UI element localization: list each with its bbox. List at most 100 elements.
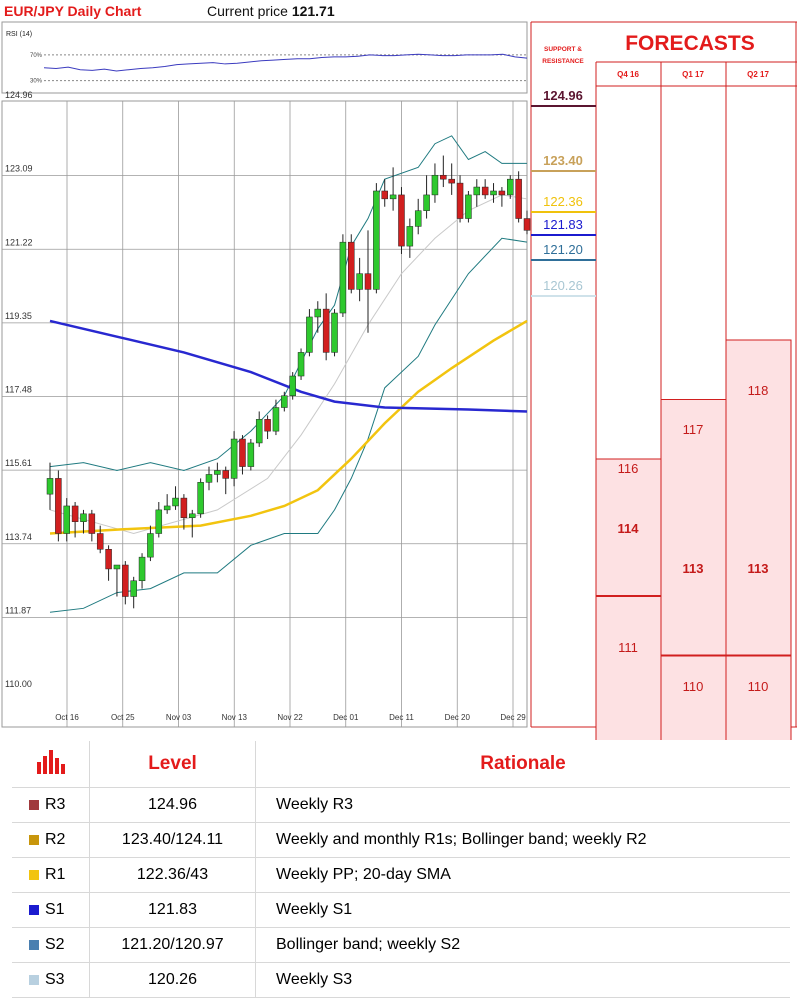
y-tick-label: 110.00 (5, 679, 32, 689)
candle-down (348, 241, 355, 290)
level-color-swatch (29, 870, 39, 880)
x-tick-label: Dec 11 (389, 713, 414, 722)
level-column-header: Level (89, 741, 256, 788)
bollinger-lower-line (49, 237, 528, 613)
sr-value-r2: 123.40 (543, 153, 583, 168)
price-chart: 70% 30% RSI (14) 124.96 123.09 121.22 119.35 11… (1, 21, 797, 740)
candle-up (507, 178, 514, 196)
x-tick-label: Nov 13 (222, 713, 248, 722)
forecast-range-box (660, 399, 727, 740)
candle-up (155, 509, 163, 534)
candle-up (314, 308, 322, 318)
y-tick-label: 123.09 (5, 164, 33, 174)
candle-up (306, 316, 313, 353)
candle-up (230, 438, 238, 479)
level-name-cell: R2 (12, 822, 90, 858)
candle-up (138, 556, 146, 582)
candle-up (197, 482, 204, 515)
current-price-value: 121.71 (291, 3, 335, 19)
table-header-row: Level Rationale (12, 741, 790, 788)
table-row: R3 124.96 Weekly R3 (12, 787, 790, 823)
rsi-label: RSI (14) (6, 31, 32, 38)
x-tick-label: Dec 29 (500, 713, 526, 722)
sma50-line (49, 319, 528, 535)
candle-up (46, 478, 54, 495)
forecast-q4-mid: 114 (617, 521, 639, 536)
support-resistance-header: SUPPORT & RESISTANCE (542, 46, 584, 65)
candle-up (130, 580, 137, 597)
level-color-swatch (29, 975, 39, 985)
level-value-cell: 121.20/120.97 (89, 927, 256, 963)
candle-up (389, 194, 397, 200)
table-row: R1 122.36/43 Weekly PP; 20-day SMA (12, 857, 790, 893)
candle-down (381, 190, 388, 200)
forecasts-title: FORECASTS (625, 32, 755, 55)
sr-value-r1: 122.36 (543, 194, 583, 209)
table-row: R2 123.40/124.11 Weekly and monthly R1s; B… (12, 822, 790, 858)
rationale-cell: Weekly S3 (255, 962, 790, 998)
chart-title: EUR/JPY Daily Chart (4, 3, 142, 19)
forecast-q1-mid: 113 (682, 561, 704, 576)
candle-down (398, 194, 405, 247)
candle-up (272, 407, 280, 432)
current-price-label: Current price (207, 3, 288, 19)
y-tick-label: 111.87 (5, 605, 31, 615)
candle-up (490, 190, 497, 196)
candle-down (440, 174, 447, 180)
candle-down (448, 178, 455, 184)
candle-down (71, 505, 79, 522)
candle-up (172, 497, 179, 507)
sma200-line (49, 319, 528, 413)
candle-up (373, 190, 380, 290)
rationale-cell: Weekly and monthly R1s; Bollinger band; … (255, 822, 790, 858)
candle-down (498, 190, 506, 196)
candle-down (88, 513, 96, 534)
forecast-q4-low: 111 (618, 640, 638, 655)
candle-down (322, 308, 330, 353)
rationale-cell: Weekly S1 (255, 892, 790, 928)
rsi-level-label: 30% (30, 79, 43, 85)
x-tick-label: Nov 22 (277, 713, 303, 722)
candle-down (239, 438, 246, 467)
candle-down (96, 533, 104, 550)
level-value-cell: 121.83 (89, 892, 256, 928)
rsi-frame (1, 21, 528, 94)
table-row: S1 121.83 Weekly S1 (12, 892, 790, 928)
candle-down (364, 273, 372, 290)
candle-up (255, 419, 263, 444)
table-row: S2 121.20/120.97 Bollinger band; weekly S2 (12, 927, 790, 963)
x-tick-label: Dec 01 (333, 713, 359, 722)
candle-down (180, 497, 188, 519)
level-name: S3 (45, 971, 65, 988)
table-row: S3 120.26 Weekly S3 (12, 962, 790, 998)
candle-up (289, 375, 296, 396)
candle-down (55, 478, 62, 534)
x-tick-label: Nov 03 (166, 713, 192, 722)
rationale-cell: Bollinger band; weekly S2 (255, 927, 790, 963)
y-tick-label: 121.22 (5, 237, 33, 247)
quarter-q4-16-header: Q4 16 (617, 70, 639, 79)
candle-down (222, 470, 229, 479)
x-tick-label: Dec 20 (445, 713, 471, 722)
level-name: R1 (45, 866, 66, 883)
forecast-q2-low: 110 (747, 679, 769, 694)
current-price: Current price 121.71 (207, 3, 335, 19)
forecast-q1-high: 117 (682, 422, 704, 437)
level-color-swatch (29, 800, 39, 810)
candle-down (122, 564, 129, 597)
level-name: S2 (45, 936, 65, 953)
rationale-cell: Weekly PP; 20-day SMA (255, 857, 790, 893)
candle-up (189, 513, 196, 519)
candle-down (515, 178, 522, 219)
candle-up (147, 533, 154, 558)
plot-frame (1, 100, 528, 728)
candle-up (63, 505, 70, 534)
y-tick-label: 119.35 (5, 311, 32, 321)
level-color-swatch (29, 905, 39, 915)
forecast-q4-high: 116 (617, 461, 639, 476)
rsi-level-label: 70% (30, 53, 43, 59)
candle-up (297, 352, 305, 377)
candle-up (113, 564, 121, 570)
candle-up (281, 395, 288, 408)
rationale-column-header: Rationale (255, 741, 790, 788)
